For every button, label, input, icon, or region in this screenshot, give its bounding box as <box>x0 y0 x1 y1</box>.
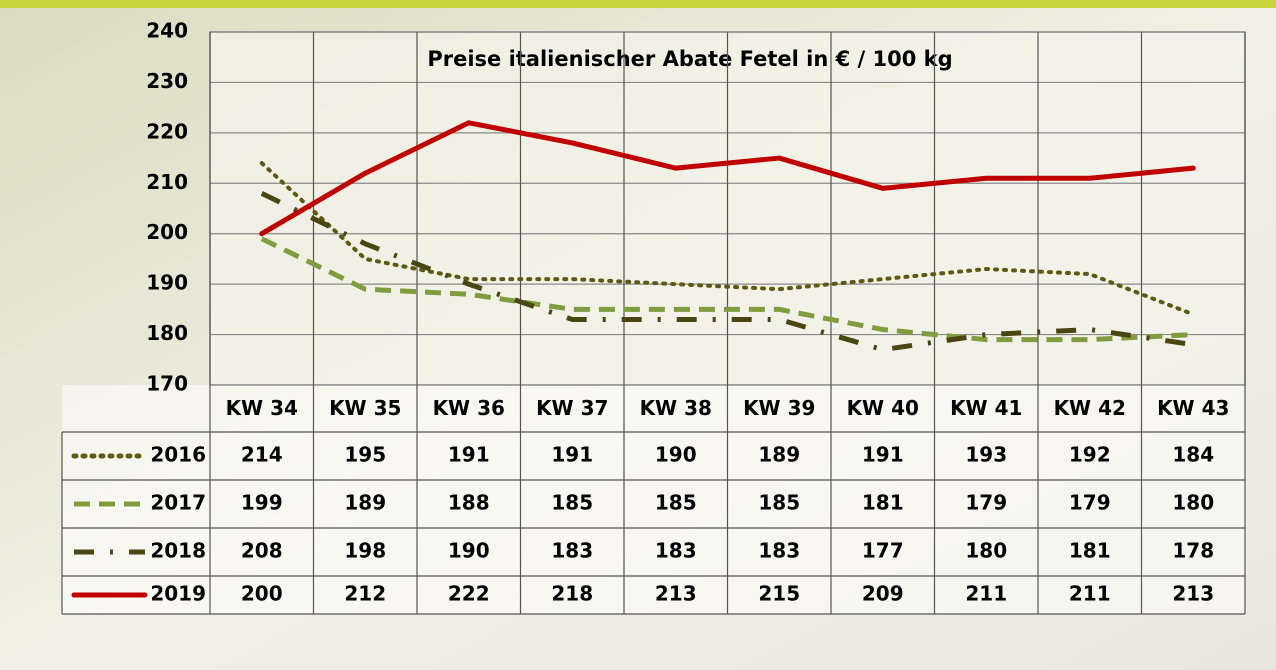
table-value: 198 <box>344 539 386 563</box>
series-line <box>260 191 1194 353</box>
table-value: 193 <box>965 443 1007 467</box>
table-value: 183 <box>551 539 593 563</box>
top-bar <box>0 0 1276 8</box>
series-line <box>260 236 1194 343</box>
table-value: 199 <box>241 491 283 515</box>
x-tick-label: KW 41 <box>950 396 1022 420</box>
table-value: 213 <box>1172 582 1214 606</box>
legend-label: 2019 <box>150 582 206 606</box>
table-value: 178 <box>1172 539 1214 563</box>
table-value: 208 <box>241 539 283 563</box>
y-tick-label: 190 <box>146 271 188 295</box>
table-value: 184 <box>1172 443 1214 467</box>
table-value: 211 <box>965 582 1007 606</box>
table-value: 180 <box>1172 491 1214 515</box>
y-tick-label: 180 <box>146 321 188 345</box>
x-tick-label: KW 40 <box>847 396 919 420</box>
table-value: 180 <box>965 539 1007 563</box>
table-value: 190 <box>655 443 697 467</box>
table-value: 185 <box>551 491 593 515</box>
table-value: 191 <box>862 443 904 467</box>
table-value: 211 <box>1069 582 1111 606</box>
table-value: 183 <box>758 539 800 563</box>
table-value: 212 <box>344 582 386 606</box>
table-value: 222 <box>448 582 490 606</box>
y-tick-label: 230 <box>146 69 188 93</box>
series-line <box>259 161 1196 317</box>
x-tick-label: KW 35 <box>329 396 401 420</box>
table-value: 192 <box>1069 443 1111 467</box>
x-tick-label: KW 36 <box>433 396 505 420</box>
legend-label: 2018 <box>150 539 206 563</box>
y-tick-label: 220 <box>146 119 188 143</box>
legend-label: 2017 <box>150 491 206 515</box>
table-value: 181 <box>1069 539 1111 563</box>
table-value: 189 <box>758 443 800 467</box>
table-value: 179 <box>1069 491 1111 515</box>
x-tick-label: KW 39 <box>743 396 815 420</box>
y-tick-label: 210 <box>146 170 188 194</box>
table-value: 195 <box>344 443 386 467</box>
y-tick-label: 170 <box>146 372 188 396</box>
table-value: 188 <box>448 491 490 515</box>
table-value: 181 <box>862 491 904 515</box>
table-value: 183 <box>655 539 697 563</box>
table-value: 177 <box>862 539 904 563</box>
legend-label: 2016 <box>150 443 206 467</box>
x-tick-label: KW 34 <box>226 396 298 420</box>
table-value: 179 <box>965 491 1007 515</box>
table-value: 191 <box>551 443 593 467</box>
x-tick-label: KW 43 <box>1157 396 1229 420</box>
x-tick-label: KW 38 <box>640 396 712 420</box>
table-value: 213 <box>655 582 697 606</box>
table-value: 200 <box>241 582 283 606</box>
table-value: 190 <box>448 539 490 563</box>
table-value: 214 <box>241 443 283 467</box>
table-value: 189 <box>344 491 386 515</box>
table-value: 191 <box>448 443 490 467</box>
table-value: 185 <box>655 491 697 515</box>
table-value: 218 <box>551 582 593 606</box>
y-tick-label: 240 <box>146 19 188 43</box>
x-tick-label: KW 37 <box>536 396 608 420</box>
table-value: 215 <box>758 582 800 606</box>
chart-title: Preise italienischer Abate Fetel in € / … <box>427 47 952 71</box>
series-line <box>259 120 1196 237</box>
y-tick-label: 200 <box>146 220 188 244</box>
table-value: 209 <box>862 582 904 606</box>
x-tick-label: KW 42 <box>1054 396 1126 420</box>
table-value: 185 <box>758 491 800 515</box>
